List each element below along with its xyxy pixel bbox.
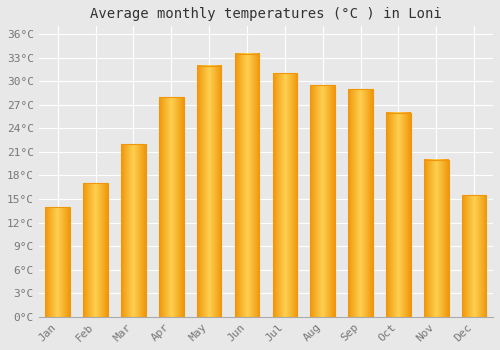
Title: Average monthly temperatures (°C ) in Loni: Average monthly temperatures (°C ) in Lo…: [90, 7, 442, 21]
Bar: [386, 113, 410, 317]
Bar: [386, 113, 410, 317]
Bar: [424, 160, 448, 317]
Bar: [197, 65, 222, 317]
Bar: [197, 65, 222, 317]
Bar: [46, 207, 70, 317]
Bar: [234, 54, 260, 317]
Bar: [310, 85, 335, 317]
Bar: [424, 160, 448, 317]
Bar: [348, 89, 373, 317]
Bar: [159, 97, 184, 317]
Bar: [234, 54, 260, 317]
Bar: [84, 183, 108, 317]
Bar: [348, 89, 373, 317]
Bar: [462, 195, 486, 317]
Bar: [159, 97, 184, 317]
Bar: [272, 74, 297, 317]
Bar: [310, 85, 335, 317]
Bar: [84, 183, 108, 317]
Bar: [121, 144, 146, 317]
Bar: [121, 144, 146, 317]
Bar: [46, 207, 70, 317]
Bar: [462, 195, 486, 317]
Bar: [272, 74, 297, 317]
